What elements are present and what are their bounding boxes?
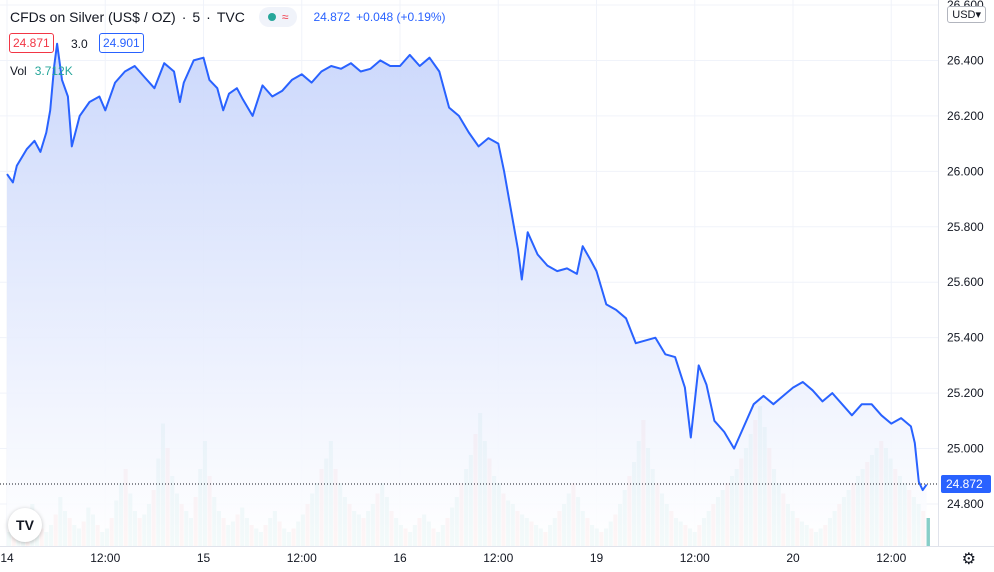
price-area xyxy=(7,43,927,547)
volume-label: Vol xyxy=(10,64,27,78)
interval-label[interactable]: 5 xyxy=(192,9,201,25)
status-pill[interactable]: ≈ xyxy=(258,7,298,27)
x-tick-label: 12:00 xyxy=(90,551,120,565)
x-tick-label: 12:00 xyxy=(287,551,317,565)
y-tick-label: 24.800 xyxy=(947,497,984,511)
y-tick-label: 26.000 xyxy=(947,164,984,178)
spread-value: 3.0 xyxy=(71,37,88,51)
tradingview-logo[interactable]: TV xyxy=(8,508,42,542)
volume-bar xyxy=(925,518,930,546)
last-price: 24.872 xyxy=(313,10,351,24)
volume-legend: Vol 3.712K xyxy=(10,64,73,78)
volume-value: 3.712K xyxy=(34,64,73,78)
market-open-dot-icon xyxy=(267,13,276,21)
x-tick-label: 19 xyxy=(590,551,604,565)
y-tick-label: 25.400 xyxy=(947,331,984,345)
last-value-tag xyxy=(941,475,991,494)
y-tick-label: 25.200 xyxy=(947,386,984,400)
header-separator: · xyxy=(181,9,187,25)
bid-button[interactable]: 24.871 xyxy=(9,33,54,53)
symbol-title[interactable]: CFDs on Silver (US$ / OZ) xyxy=(10,9,176,25)
x-tick-label: 15 xyxy=(197,551,211,565)
x-tick-label: 12:00 xyxy=(483,551,513,565)
x-tick-label: 16 xyxy=(393,551,407,565)
x-tick-label: 12:00 xyxy=(876,551,906,565)
y-tick-label: 26.200 xyxy=(947,109,984,123)
source-label: TVC xyxy=(216,9,245,25)
x-tick-label: 12:00 xyxy=(680,551,710,565)
currency-button[interactable]: USD▾ xyxy=(947,6,986,23)
price-change: +0.048 (+0.19%) xyxy=(356,10,446,24)
last-value-label: 24.872 xyxy=(946,477,983,491)
y-tick-label: 25.600 xyxy=(947,275,984,289)
y-tick-label: 26.400 xyxy=(947,53,984,67)
y-tick-label: 25.800 xyxy=(947,220,984,234)
chart-header: CFDs on Silver (US$ / OZ) · 5 · TVC ≈ 24… xyxy=(10,7,446,27)
price-line xyxy=(6,42,928,492)
x-tick-label: 20 xyxy=(786,551,800,565)
ask-button[interactable]: 24.901 xyxy=(99,33,144,53)
x-tick-label: 14 xyxy=(0,551,14,565)
settings-gear-icon[interactable]: ⚙ xyxy=(961,551,976,568)
wave-icon: ≈ xyxy=(281,10,289,24)
header-separator: · xyxy=(206,9,211,25)
y-tick-label: 25.000 xyxy=(947,442,984,456)
